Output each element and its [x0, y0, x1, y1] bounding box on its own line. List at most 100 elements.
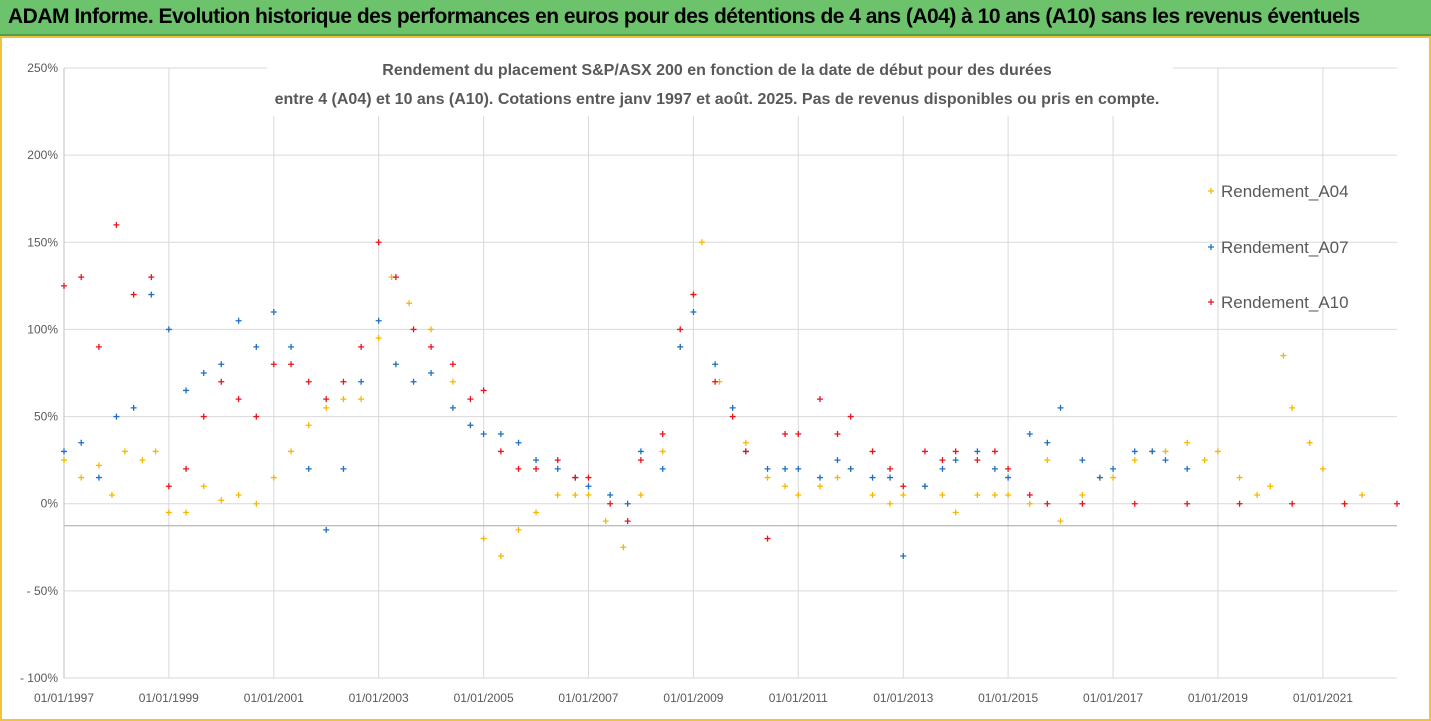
data-point: [659, 448, 666, 455]
data-point: [288, 343, 295, 350]
data-point: [900, 553, 907, 559]
data-point: [358, 378, 365, 385]
legend-entry: Rendement_A10: [1221, 293, 1349, 312]
title-banner: ADAM Informe. Evolution historique des p…: [0, 0, 1431, 36]
data-point: [497, 448, 504, 455]
x-tick-label: 01/01/2005: [454, 691, 514, 705]
y-tick-label: 50%: [34, 410, 58, 424]
data-point: [449, 404, 456, 411]
data-point: [1319, 465, 1326, 472]
data-point: [1079, 492, 1086, 498]
data-point: [305, 422, 312, 429]
data-point: [78, 439, 85, 446]
data-point: [200, 413, 207, 420]
data-point: [816, 483, 823, 490]
data-point: [1394, 500, 1400, 507]
data-point: [323, 404, 330, 411]
data-point: [939, 457, 946, 464]
data-point: [921, 483, 928, 490]
data-point: [795, 465, 802, 472]
data-point: [406, 300, 413, 307]
data-point: [1236, 500, 1243, 507]
data-point: [165, 509, 172, 516]
data-point: [729, 413, 736, 420]
data-point: [764, 465, 771, 472]
legend-marker: [1208, 244, 1214, 250]
data-points: [61, 221, 1400, 559]
data-point: [467, 396, 474, 403]
data-point: [340, 378, 347, 385]
data-point: [782, 465, 789, 472]
data-point: [1131, 457, 1138, 464]
data-point: [1267, 483, 1274, 490]
data-point: [834, 431, 841, 437]
data-point: [585, 483, 592, 490]
data-point: [95, 343, 102, 350]
data-point: [939, 492, 946, 498]
data-point: [480, 431, 487, 437]
data-point: [764, 535, 771, 542]
data-point: [1044, 457, 1051, 464]
data-point: [253, 500, 260, 507]
data-point: [270, 474, 277, 481]
data-point: [637, 457, 644, 464]
data-point: [108, 492, 115, 498]
data-point: [712, 378, 719, 385]
data-point: [288, 448, 295, 455]
data-point: [218, 378, 225, 385]
data-point: [340, 396, 347, 403]
data-point: [1044, 439, 1051, 446]
data-point: [1005, 492, 1012, 498]
y-tick-label: 0%: [41, 497, 59, 511]
data-point: [1044, 500, 1051, 507]
data-point: [392, 274, 399, 281]
data-point: [1110, 465, 1117, 472]
data-point: [974, 457, 981, 464]
data-point: [1162, 448, 1169, 455]
legend-marker: [1208, 188, 1214, 194]
data-point: [677, 326, 684, 333]
data-point: [78, 274, 85, 281]
data-point: [554, 457, 561, 464]
data-point: [869, 474, 876, 481]
data-point: [61, 282, 67, 289]
legend: Rendement_A04 Rendement_A07 Rendement_A10: [1208, 182, 1349, 312]
data-point: [375, 317, 382, 324]
data-point: [554, 465, 561, 472]
data-point: [183, 509, 190, 516]
data-point: [1110, 474, 1117, 481]
data-point: [602, 518, 609, 525]
data-point: [1184, 439, 1191, 446]
data-point: [607, 500, 614, 507]
data-point: [1079, 500, 1086, 507]
series-Rendement_A07: [61, 291, 1191, 559]
data-point: [1096, 474, 1103, 481]
data-point: [607, 492, 614, 498]
data-point: [991, 492, 998, 498]
data-point: [869, 448, 876, 455]
data-point: [729, 404, 736, 411]
data-point: [1289, 404, 1296, 411]
legend-entry: Rendement_A04: [1221, 182, 1349, 201]
data-point: [95, 462, 102, 469]
data-point: [585, 492, 592, 498]
data-point: [816, 474, 823, 481]
data-point: [253, 343, 260, 350]
data-point: [1236, 474, 1243, 481]
data-point: [921, 448, 928, 455]
data-point: [554, 492, 561, 498]
data-point: [816, 396, 823, 403]
data-point: [200, 370, 207, 376]
data-point: [533, 457, 540, 464]
data-point: [270, 361, 277, 368]
data-point: [533, 509, 540, 516]
data-point: [991, 465, 998, 472]
legend-entry: Rendement_A07: [1221, 238, 1349, 257]
data-point: [952, 457, 959, 464]
data-point: [742, 439, 749, 446]
x-tick-label: 01/01/2009: [663, 691, 723, 705]
data-point: [148, 274, 155, 281]
data-point: [847, 413, 854, 420]
data-point: [1341, 500, 1348, 507]
x-tick-label: 01/01/2015: [978, 691, 1038, 705]
